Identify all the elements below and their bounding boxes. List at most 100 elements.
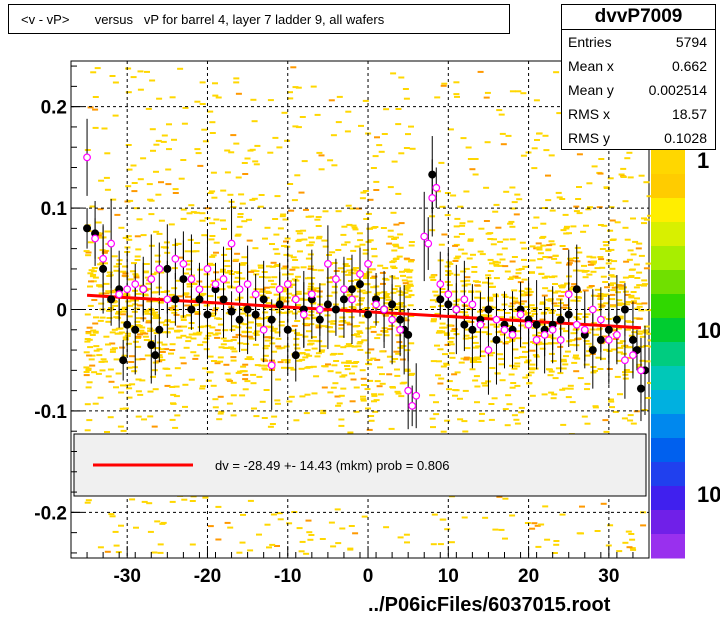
- density-cell: [489, 367, 496, 369]
- density-cell: [84, 313, 91, 316]
- density-cell: [304, 393, 311, 396]
- density-cell: [630, 217, 636, 220]
- density-cell: [537, 331, 544, 334]
- density-cell: [492, 528, 499, 531]
- density-cell: [360, 398, 367, 401]
- density-cell: [474, 356, 481, 359]
- density-cell: [126, 238, 133, 241]
- open-point: [332, 275, 340, 283]
- density-cell: [276, 146, 283, 149]
- density-cell: [570, 299, 577, 302]
- density-cell: [306, 330, 312, 333]
- chart-title: <v - vP> versus vP for barrel 4, layer 7…: [8, 4, 510, 34]
- density-cell: [370, 286, 377, 289]
- density-cell: [448, 541, 455, 544]
- filled-point: [179, 275, 188, 284]
- density-cell: [229, 328, 236, 331]
- density-cell: [97, 285, 104, 288]
- density-cell: [212, 94, 219, 97]
- density-cell: [144, 354, 151, 357]
- open-point: [556, 336, 565, 344]
- density-cell: [383, 278, 390, 281]
- density-cell: [361, 308, 368, 311]
- density-cell: [623, 260, 630, 263]
- density-cell: [207, 355, 214, 358]
- density-cell: [149, 79, 156, 82]
- density-cell: [622, 377, 629, 380]
- density-cell: [246, 335, 253, 338]
- density-cell: [486, 333, 493, 336]
- density-cell: [230, 206, 237, 209]
- density-cell: [133, 299, 139, 302]
- density-cell: [625, 301, 632, 303]
- density-cell: [234, 298, 241, 301]
- density-cell: [457, 418, 464, 421]
- density-cell: [236, 551, 243, 554]
- density-cell: [248, 337, 255, 340]
- density-cell: [408, 125, 414, 128]
- density-cell: [351, 334, 357, 336]
- density-cell: [628, 294, 635, 297]
- density-cell: [530, 310, 537, 313]
- density-cell: [388, 427, 395, 430]
- density-cell: [546, 244, 553, 247]
- density-cell: [605, 249, 612, 252]
- density-cell: [344, 365, 350, 367]
- density-cell: [630, 291, 637, 293]
- density-cell: [264, 339, 271, 342]
- density-cell: [612, 410, 619, 413]
- density-cell: [168, 352, 174, 355]
- density-cell: [244, 157, 251, 160]
- density-cell: [149, 309, 155, 312]
- density-cell: [351, 345, 358, 348]
- filled-point: [235, 315, 244, 324]
- density-cell: [255, 323, 262, 325]
- density-cell: [280, 290, 287, 293]
- density-cell: [474, 284, 481, 287]
- density-cell: [607, 229, 614, 232]
- density-cell: [251, 120, 258, 123]
- density-cell: [125, 332, 131, 335]
- density-cell: [83, 366, 90, 369]
- density-cell: [373, 293, 380, 296]
- density-cell: [447, 272, 454, 275]
- density-cell: [641, 222, 647, 225]
- density-cell: [294, 332, 300, 335]
- density-cell: [338, 394, 345, 397]
- density-cell: [281, 366, 287, 369]
- stats-value: 0.662: [671, 58, 707, 74]
- open-point: [492, 315, 501, 324]
- filled-point: [331, 305, 340, 314]
- density-cell: [325, 363, 331, 366]
- density-cell: [262, 354, 269, 357]
- open-point: [412, 391, 421, 400]
- density-cell: [209, 190, 216, 193]
- density-cell: [359, 297, 365, 300]
- density-cell: [295, 230, 302, 233]
- density-cell: [395, 352, 402, 355]
- density-cell: [244, 358, 251, 360]
- density-cell: [390, 72, 397, 75]
- density-cell: [93, 316, 99, 319]
- density-cell: [346, 258, 353, 260]
- open-point: [436, 280, 445, 289]
- density-cell: [560, 229, 567, 232]
- density-cell: [99, 262, 106, 265]
- density-cell: [274, 331, 281, 334]
- density-cell: [484, 141, 491, 144]
- density-cell: [510, 382, 517, 384]
- density-cell: [586, 273, 593, 276]
- density-cell: [147, 530, 154, 533]
- density-cell: [567, 257, 574, 260]
- density-cell: [217, 356, 224, 359]
- density-cell: [475, 361, 482, 363]
- density-cell: [590, 294, 597, 297]
- filled-point: [444, 300, 453, 309]
- density-cell: [590, 256, 597, 259]
- density-cell: [224, 259, 230, 262]
- density-cell: [136, 218, 143, 221]
- open-point: [155, 265, 164, 273]
- density-cell: [176, 295, 183, 298]
- density-cell: [233, 81, 240, 84]
- open-point: [195, 285, 204, 294]
